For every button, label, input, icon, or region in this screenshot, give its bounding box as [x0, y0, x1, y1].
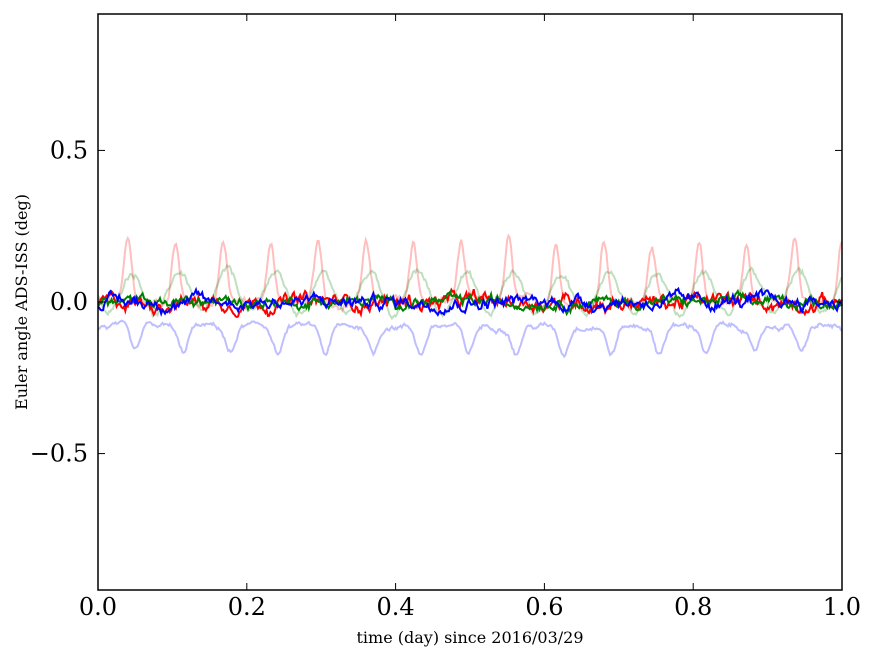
x-axis-label: time (day) since 2016/03/29: [356, 628, 583, 647]
series-layer: [97, 233, 843, 359]
x-tick-label: 1.0: [823, 593, 861, 621]
x-tick-label: 0.0: [79, 593, 117, 621]
ticks-layer: 0.0 0.2 0.4 0.6 0.8 1.0 −0.5 0.0 0.5: [30, 14, 861, 621]
x-tick-label: 0.4: [377, 593, 415, 621]
x-tick-label: 0.2: [228, 593, 266, 621]
series-line: [97, 287, 843, 319]
series-line: [97, 319, 843, 359]
x-tick-label: 0.6: [525, 593, 563, 621]
y-axis-label: Euler angle ADS-ISS (deg): [12, 194, 31, 410]
x-tick-label: 0.8: [674, 593, 712, 621]
y-tick-label: 0.5: [50, 136, 88, 164]
series-line: [97, 286, 843, 317]
y-tick-label: −0.5: [30, 440, 88, 468]
y-tick-label: 0.0: [50, 288, 88, 316]
